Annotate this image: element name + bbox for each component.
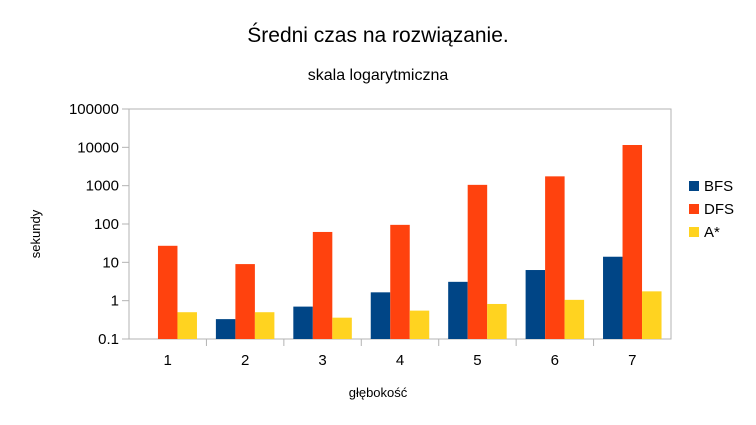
x-tick-label: 1	[164, 352, 172, 369]
bar-dfs-3	[312, 231, 333, 339]
bar-dfs-4	[390, 224, 410, 339]
x-tick-label: 3	[318, 352, 326, 369]
bar-dfs-7	[622, 145, 643, 339]
x-tick-label: 5	[473, 352, 481, 369]
x-tick-label: 6	[551, 352, 559, 369]
y-tick-label: 10	[102, 254, 119, 271]
y-tick-label: 100000	[69, 101, 119, 118]
bar-astar-7	[642, 291, 662, 339]
x-tick-label: 4	[396, 352, 404, 369]
bar-dfs-6	[545, 176, 565, 339]
bar-bfs-6	[525, 270, 546, 339]
bar-bfs-3	[293, 306, 313, 339]
bar-dfs-5	[467, 184, 488, 339]
y-tick-label: 10000	[77, 139, 119, 156]
legend-swatch	[689, 227, 699, 237]
chart-subtitle: skala logarytmiczna	[308, 67, 449, 84]
x-tick-label: 7	[628, 352, 636, 369]
legend: BFS DFS A*	[689, 178, 734, 241]
bar-astar-2	[254, 312, 275, 339]
bar-astar-6	[564, 299, 585, 339]
plot-area: 0.1 1 10 100 1000 10000 100000 1 2 3 4 5 6 7	[69, 101, 672, 369]
y-tick-label: 100	[94, 216, 119, 233]
bar-astar-3	[332, 317, 352, 339]
bar-astar-5	[487, 303, 507, 339]
bar-dfs-1	[157, 245, 178, 339]
bar-bfs-4	[370, 292, 391, 339]
bar-astar-4	[409, 310, 430, 339]
y-tick-label: 1000	[86, 178, 119, 195]
y-tick-label: 1	[111, 293, 119, 310]
y-axis-label: sekundy	[28, 209, 43, 258]
bar-bfs-5	[448, 281, 468, 339]
x-axis-label: głębokość	[349, 385, 408, 400]
legend-swatch	[689, 181, 699, 191]
bar-bfs-7	[603, 256, 623, 339]
bar-dfs-2	[235, 264, 255, 339]
bar-bfs-2	[215, 319, 236, 339]
legend-label: BFS	[704, 178, 733, 195]
legend-label: DFS	[704, 201, 734, 218]
bar-astar-1	[177, 312, 197, 339]
legend-swatch	[689, 204, 699, 214]
chart-title: Średni czas na rozwiązanie.	[247, 23, 508, 47]
x-tick-label: 2	[241, 352, 249, 369]
y-tick-label: 0.1	[98, 331, 119, 348]
legend-label: A*	[704, 224, 720, 241]
